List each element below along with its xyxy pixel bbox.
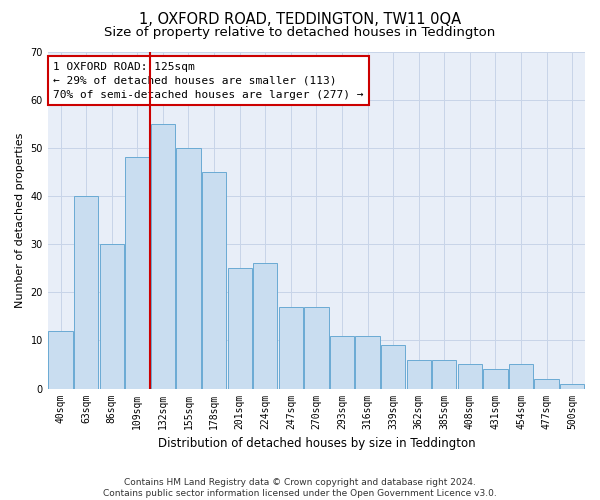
Bar — [535, 379, 559, 388]
Bar — [509, 364, 533, 388]
Bar — [253, 264, 277, 388]
Bar — [560, 384, 584, 388]
Bar — [100, 244, 124, 388]
Bar — [151, 124, 175, 388]
Bar — [49, 331, 73, 388]
Bar — [74, 196, 98, 388]
Text: Contains HM Land Registry data © Crown copyright and database right 2024.
Contai: Contains HM Land Registry data © Crown c… — [103, 478, 497, 498]
Bar — [432, 360, 457, 388]
X-axis label: Distribution of detached houses by size in Teddington: Distribution of detached houses by size … — [158, 437, 475, 450]
Bar — [278, 306, 303, 388]
Y-axis label: Number of detached properties: Number of detached properties — [15, 132, 25, 308]
Bar — [355, 336, 380, 388]
Bar — [202, 172, 226, 388]
Text: 1, OXFORD ROAD, TEDDINGTON, TW11 0QA: 1, OXFORD ROAD, TEDDINGTON, TW11 0QA — [139, 12, 461, 28]
Bar — [484, 370, 508, 388]
Text: Size of property relative to detached houses in Teddington: Size of property relative to detached ho… — [104, 26, 496, 39]
Bar — [381, 345, 405, 389]
Bar — [304, 306, 329, 388]
Text: 1 OXFORD ROAD: 125sqm
← 29% of detached houses are smaller (113)
70% of semi-det: 1 OXFORD ROAD: 125sqm ← 29% of detached … — [53, 62, 364, 100]
Bar — [330, 336, 354, 388]
Bar — [407, 360, 431, 388]
Bar — [176, 148, 200, 388]
Bar — [458, 364, 482, 388]
Bar — [125, 158, 149, 388]
Bar — [227, 268, 252, 388]
